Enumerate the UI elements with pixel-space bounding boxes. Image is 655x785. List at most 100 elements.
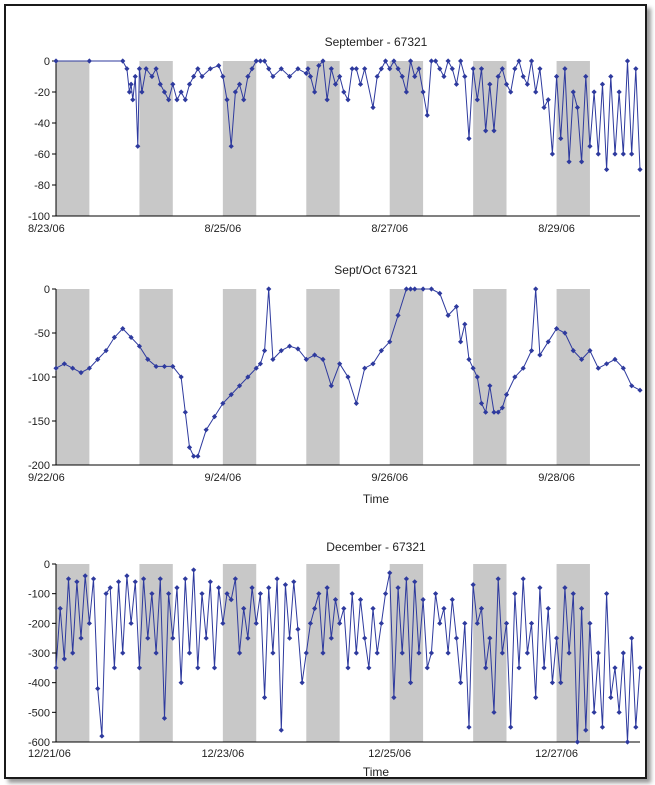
data-point xyxy=(420,597,426,603)
y-tick-label: -50 xyxy=(34,328,50,340)
data-point xyxy=(132,579,138,585)
data-point xyxy=(562,66,568,72)
y-tick-label: -300 xyxy=(28,648,50,660)
data-point xyxy=(195,453,201,459)
data-point xyxy=(566,650,572,656)
data-point xyxy=(533,286,539,292)
data-point xyxy=(149,591,155,597)
data-point xyxy=(624,739,631,745)
data-point xyxy=(604,166,610,173)
data-point xyxy=(287,343,293,349)
data-point xyxy=(374,73,380,80)
y-tick-label: -600 xyxy=(28,737,50,749)
data-point xyxy=(524,81,530,87)
data-point xyxy=(483,409,489,415)
data-point xyxy=(291,579,297,585)
y-tick-label: -100 xyxy=(28,372,50,384)
data-point xyxy=(545,605,551,612)
data-point xyxy=(130,97,136,103)
data-point xyxy=(257,591,263,597)
data-point xyxy=(61,361,67,367)
data-point xyxy=(186,444,193,450)
data-point xyxy=(220,73,226,80)
data-point xyxy=(512,374,518,380)
data-point xyxy=(195,66,201,72)
data-point xyxy=(553,635,560,641)
data-point xyxy=(466,135,472,142)
data-point xyxy=(182,97,188,103)
data-point xyxy=(462,620,468,626)
data-point xyxy=(420,89,426,95)
data-point xyxy=(616,709,622,715)
y-tick-label: -200 xyxy=(28,618,50,630)
data-point xyxy=(503,620,510,626)
night-band xyxy=(222,289,257,465)
data-point xyxy=(270,73,276,80)
data-point xyxy=(253,58,259,64)
data-point xyxy=(495,576,501,582)
data-point xyxy=(57,605,63,612)
night-band xyxy=(306,61,340,216)
data-point xyxy=(599,81,606,87)
data-point xyxy=(299,680,305,686)
data-point xyxy=(574,104,581,111)
data-point xyxy=(512,66,518,72)
data-point xyxy=(466,724,472,730)
data-point xyxy=(520,365,526,371)
data-point xyxy=(474,620,480,626)
data-point xyxy=(407,286,414,292)
data-point xyxy=(345,665,351,671)
data-point xyxy=(199,73,205,80)
data-point xyxy=(143,66,149,72)
data-point xyxy=(395,585,401,591)
data-point xyxy=(412,286,418,292)
data-point xyxy=(528,58,535,64)
data-point xyxy=(136,665,143,671)
data-point xyxy=(78,370,84,376)
data-point xyxy=(478,400,485,406)
data-point xyxy=(324,585,330,591)
data-point xyxy=(53,365,59,371)
data-point xyxy=(82,573,88,579)
data-point xyxy=(428,286,435,292)
data-point xyxy=(191,73,197,80)
data-point xyxy=(629,151,635,157)
data-point xyxy=(637,166,643,173)
data-point xyxy=(245,73,251,80)
data-point xyxy=(612,665,618,671)
data-point xyxy=(629,383,635,389)
x-tick-label: 9/22/06 xyxy=(28,472,65,484)
data-point xyxy=(587,348,593,354)
data-point xyxy=(332,597,339,603)
data-point xyxy=(136,343,143,349)
data-point xyxy=(245,374,251,380)
data-point xyxy=(370,605,376,612)
data-point xyxy=(399,650,405,656)
data-point xyxy=(186,650,193,656)
data-point xyxy=(341,89,347,95)
data-point xyxy=(378,620,384,626)
data-point xyxy=(337,620,343,626)
data-point xyxy=(562,585,568,591)
data-point xyxy=(579,605,585,612)
data-point xyxy=(332,81,339,87)
data-point xyxy=(633,66,639,72)
data-point xyxy=(303,356,309,362)
data-point xyxy=(374,650,380,656)
data-point xyxy=(570,591,576,597)
data-point xyxy=(103,591,109,597)
night-band xyxy=(389,289,424,465)
data-point xyxy=(65,576,72,582)
data-point xyxy=(387,339,393,345)
y-tick-label: 0 xyxy=(44,56,50,68)
data-point xyxy=(387,66,393,72)
data-point xyxy=(124,66,130,72)
data-point xyxy=(345,374,351,380)
data-point xyxy=(170,81,176,87)
data-point xyxy=(587,620,593,626)
data-point xyxy=(174,585,180,591)
data-point xyxy=(579,159,585,165)
data-point xyxy=(382,58,389,64)
data-point xyxy=(549,151,555,157)
data-point xyxy=(328,635,334,641)
